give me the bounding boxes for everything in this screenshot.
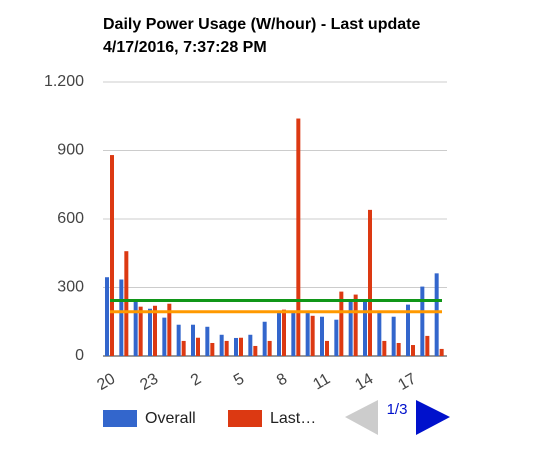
legend-swatch [228,410,262,427]
bar [162,317,167,356]
bar [382,340,387,356]
bar [368,209,372,356]
y-tick-label: 300 [57,279,84,296]
bar [291,311,296,356]
bar [210,342,215,356]
bar [353,294,358,356]
bar [282,309,286,356]
x-tick-label: 8 [274,370,290,389]
bar [148,308,152,356]
bar [396,342,401,356]
x-tick-label: 2 [188,370,204,389]
bar [425,335,430,356]
bar [219,334,224,356]
bar [411,345,415,356]
bar [434,273,439,356]
bar [348,301,353,356]
bar [277,310,281,356]
legend-label: Overall [145,410,196,427]
bar [296,118,301,357]
x-tick-label: 17 [395,370,419,394]
bar [153,305,157,356]
y-tick-label: 0 [75,347,84,364]
legend-label: Last… [270,410,316,427]
bar [119,279,124,356]
bar [234,337,238,356]
bar [339,291,344,356]
bar [110,155,114,356]
x-tick-label: 5 [231,370,247,389]
x-tick-label: 14 [352,370,376,394]
bar [181,340,186,356]
bar [420,286,425,356]
bar [176,324,181,356]
chart-title: Daily Power Usage (W/hour) - Last update [103,16,420,33]
legend-next[interactable] [416,400,450,435]
x-tick-label: 11 [310,370,333,393]
legend-page: 1/3 [387,401,408,418]
bar [167,303,172,356]
x-tick-label: 23 [137,370,161,394]
bar [253,345,258,356]
bar [105,277,109,356]
bar [325,340,329,356]
bar [239,337,243,356]
bar [124,251,129,356]
bar [310,315,315,356]
bar [191,324,195,356]
chart-title: 4/17/2016, 7:37:28 PM [103,39,267,56]
bar [305,311,310,356]
y-tick-label: 600 [57,210,84,227]
y-tick-label: 900 [57,142,84,159]
bar [406,304,410,356]
bar [205,326,210,356]
legend-swatch [103,410,137,427]
bar [267,340,272,356]
bar [133,299,138,356]
bar [334,319,339,356]
bar [363,299,367,356]
bar [224,340,229,356]
bar [439,348,444,356]
bar [262,321,267,356]
bar [391,316,396,356]
legend: Overall Last… [103,410,316,427]
x-tick-label: 20 [94,370,118,394]
bar [320,316,324,356]
y-tick-label: 1.200 [44,73,84,90]
bar [138,306,143,356]
bar [248,334,253,356]
legend-prev[interactable] [345,400,378,435]
bar [196,337,200,356]
bar [377,312,382,356]
